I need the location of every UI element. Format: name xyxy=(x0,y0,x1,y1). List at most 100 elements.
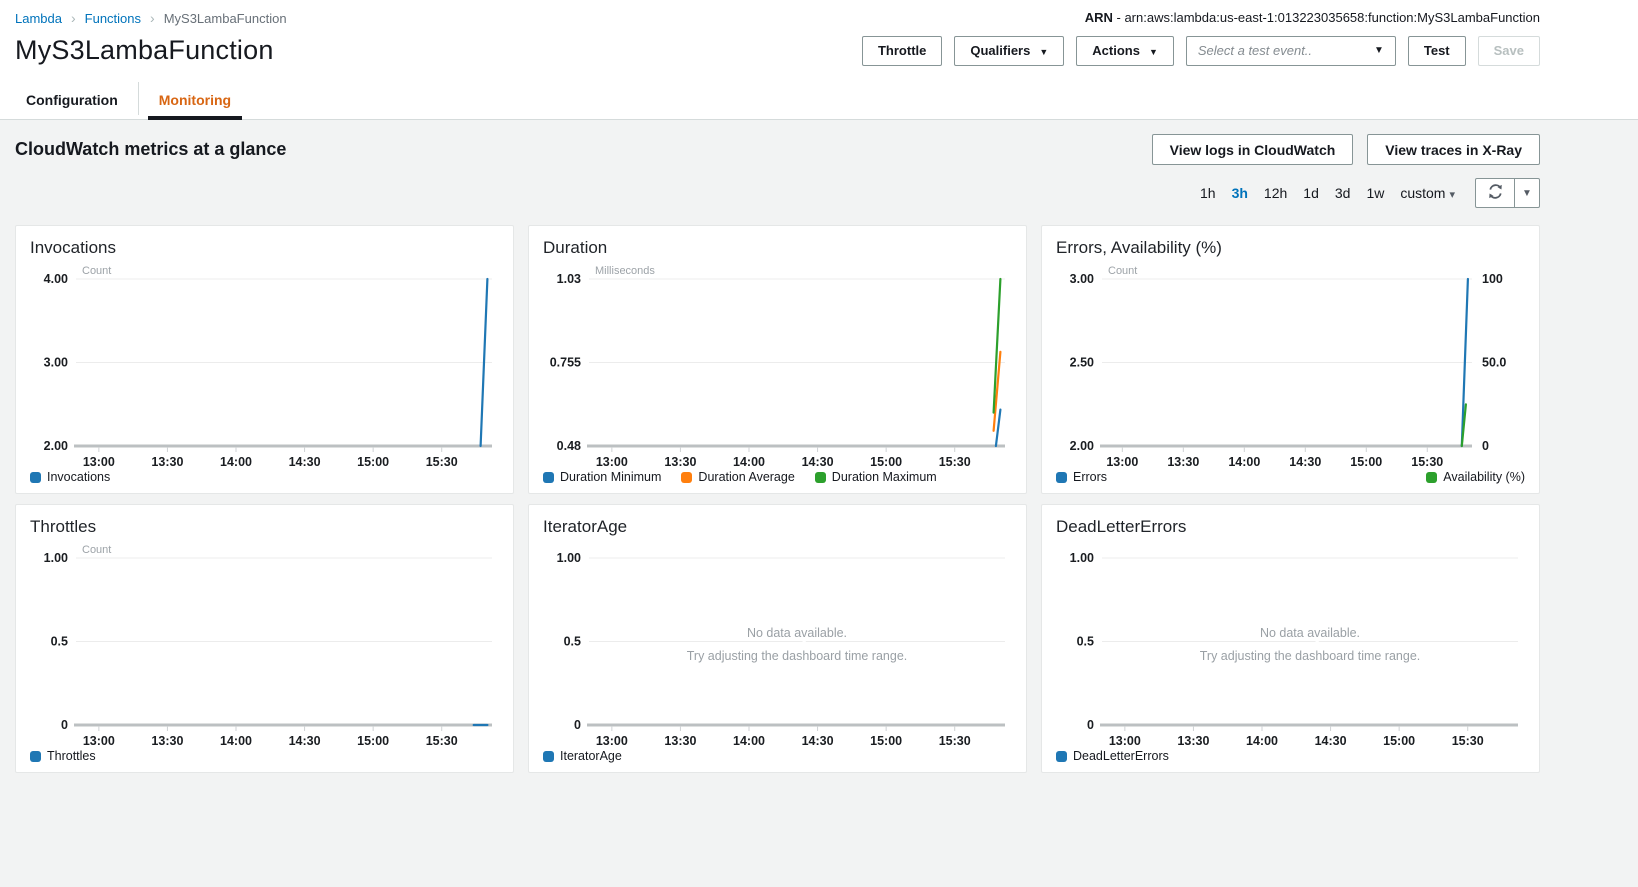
svg-text:0: 0 xyxy=(1482,439,1489,453)
svg-text:2.50: 2.50 xyxy=(1070,356,1094,370)
svg-text:15:00: 15:00 xyxy=(1383,734,1415,748)
tab-configuration[interactable]: Configuration xyxy=(15,80,129,119)
throttle-button[interactable]: Throttle xyxy=(861,35,943,66)
legend-label: Invocations xyxy=(47,470,111,484)
chart-legend: Throttles xyxy=(30,749,499,763)
svg-text:14:00: 14:00 xyxy=(733,734,765,748)
legend-duration-maximum[interactable]: Duration Maximum xyxy=(814,470,937,484)
svg-text:15:00: 15:00 xyxy=(357,734,389,748)
chart-plot-deadlettererrors: 1.00 0.5 0 13:00 13:30 14:00 14:30 15:00 15:30 No… xyxy=(1070,551,1518,748)
test-event-select[interactable]: Select a test event.. ▼ xyxy=(1185,35,1396,66)
svg-text:14:00: 14:00 xyxy=(1246,734,1278,748)
legend-iteratorage[interactable]: IteratorAge xyxy=(543,749,622,763)
chart-area: Count 3.00 2.50 2.00 100 50.0 0 13:00 13:30 14:00… xyxy=(1056,261,1525,469)
svg-text:1.00: 1.00 xyxy=(44,551,68,565)
legend-duration-average[interactable]: Duration Average xyxy=(681,470,795,484)
qualifiers-button[interactable]: Qualifiers ▼ xyxy=(954,35,1065,66)
time-range-3h[interactable]: 3h xyxy=(1231,185,1248,201)
svg-text:14:30: 14:30 xyxy=(802,455,834,469)
svg-text:15:30: 15:30 xyxy=(939,734,971,748)
svg-text:15:00: 15:00 xyxy=(870,734,902,748)
chevron-down-icon: ▼ xyxy=(1373,45,1384,56)
chart-legend: Errors Availability (%) xyxy=(1056,470,1525,484)
legend-duration-minimum[interactable]: Duration Minimum xyxy=(543,470,661,484)
blue-series-swatch-icon xyxy=(543,471,554,483)
time-range-1h[interactable]: 1h xyxy=(1200,185,1216,201)
save-button[interactable]: Save xyxy=(1477,35,1540,66)
actions-button[interactable]: Actions ▼ xyxy=(1076,35,1174,66)
chart-area: 1.00 0.5 0 13:00 13:30 14:00 14:30 15:00 15:30 No… xyxy=(1056,540,1525,748)
svg-text:1.00: 1.00 xyxy=(1070,551,1094,565)
chart-area: Milliseconds 1.03 0.755 0.48 13:00 13:30 14:00… xyxy=(543,261,1012,469)
legend-deadlettererrors[interactable]: DeadLetterErrors xyxy=(1056,749,1169,763)
legend-availability[interactable]: Availability (%) xyxy=(1426,470,1525,484)
svg-text:13:00: 13:00 xyxy=(596,455,628,469)
svg-text:14:30: 14:30 xyxy=(1289,455,1321,469)
breadcrumb-item-mys3lambafunction: MyS3LambaFunction xyxy=(163,11,287,26)
chart-plot-invocations: Count 4.00 3.00 2.00 13:00 13:30 14:00 14:30 15:… xyxy=(44,265,492,469)
metric-card-invocations: Invocations Count 4.00 3.00 2.00 13:00 13:30 14… xyxy=(15,225,514,494)
legend-label: Duration Maximum xyxy=(831,470,937,484)
svg-text:3.00: 3.00 xyxy=(1070,272,1094,286)
view-traces-button[interactable]: View traces in X-Ray xyxy=(1367,134,1540,165)
tab-label: Monitoring xyxy=(158,91,232,108)
refresh-button[interactable] xyxy=(1475,178,1515,208)
metric-card-duration: Duration Milliseconds 1.03 0.755 0.48 13:00 13… xyxy=(528,225,1027,494)
breadcrumb-item-lambda[interactable]: Lambda xyxy=(15,11,62,26)
chart-title: IteratorAge xyxy=(543,517,628,536)
function-arn: ARN - arn:aws:lambda:us-east-1:013223035… xyxy=(1085,10,1540,25)
time-range-12h[interactable]: 12h xyxy=(1263,185,1288,201)
lambda-console-page: Lambda › Functions › MyS3LambaFunction ARN -… xyxy=(0,0,1638,773)
legend-errors[interactable]: Errors xyxy=(1056,470,1107,484)
orange-series-swatch-icon xyxy=(681,471,693,483)
metric-card-throttles: Throttles Count 1.00 0.5 0 13:00 13:30 14:00 14:… xyxy=(15,504,514,773)
legend-invocations[interactable]: Invocations xyxy=(30,470,110,484)
blue-series-swatch-icon xyxy=(30,750,41,762)
legend-label: Errors xyxy=(1073,470,1108,484)
time-range-selector: 1h 3h 12h 1d 3d 1w custom ▾ xyxy=(1200,185,1455,201)
breadcrumb-item-functions[interactable]: Functions xyxy=(84,11,142,26)
chart-title: Throttles xyxy=(30,517,97,536)
svg-text:Milliseconds: Milliseconds xyxy=(595,265,655,277)
time-range-3d[interactable]: 3d xyxy=(1334,185,1351,201)
blue-series-swatch-icon xyxy=(1056,471,1067,483)
chevron-down-icon: ▼ xyxy=(1148,46,1158,57)
test-button[interactable]: Test xyxy=(1407,35,1466,66)
blue-series-swatch-icon xyxy=(30,471,41,483)
svg-text:15:30: 15:30 xyxy=(939,455,971,469)
refresh-icon xyxy=(1487,183,1504,203)
svg-text:0: 0 xyxy=(574,718,581,732)
blue-series-swatch-icon xyxy=(543,750,554,762)
svg-text:13:30: 13:30 xyxy=(151,455,183,469)
svg-text:15:30: 15:30 xyxy=(426,455,458,469)
header: Lambda › Functions › MyS3LambaFunction ARN -… xyxy=(0,0,1638,120)
time-range-custom[interactable]: custom ▾ xyxy=(1400,185,1455,201)
tab-divider xyxy=(137,82,139,115)
svg-text:0.5: 0.5 xyxy=(1077,635,1094,649)
tab-monitoring[interactable]: Monitoring xyxy=(147,80,243,120)
breadcrumb: Lambda › Functions › MyS3LambaFunction xyxy=(15,10,287,26)
svg-text:13:30: 13:30 xyxy=(151,734,183,748)
svg-text:13:30: 13:30 xyxy=(664,455,696,469)
svg-text:2.00: 2.00 xyxy=(1070,439,1094,453)
refresh-options-button[interactable]: ▼ xyxy=(1515,178,1540,208)
chart-title: Errors, Availability (%) xyxy=(1056,238,1222,257)
time-range-1w[interactable]: 1w xyxy=(1366,185,1385,201)
legend-throttles[interactable]: Throttles xyxy=(30,749,96,763)
svg-text:13:30: 13:30 xyxy=(1177,734,1209,748)
legend-label: Availability (%) xyxy=(1443,470,1525,484)
svg-text:13:00: 13:00 xyxy=(1109,734,1141,748)
legend-label: DeadLetterErrors xyxy=(1073,749,1169,763)
svg-text:0.5: 0.5 xyxy=(564,635,581,649)
chart-title: Duration xyxy=(543,238,608,257)
svg-text:0: 0 xyxy=(61,718,68,732)
test-event-placeholder: Select a test event.. xyxy=(1197,43,1313,58)
time-range-1d[interactable]: 1d xyxy=(1303,185,1319,201)
blue-series-swatch-icon xyxy=(1056,750,1067,762)
chart-area: 1.00 0.5 0 13:00 13:30 14:00 14:30 15:00 15:30 No… xyxy=(543,540,1012,748)
section-title: CloudWatch metrics at a glance xyxy=(15,139,287,159)
breadcrumb-chevron-icon: › xyxy=(70,10,76,26)
svg-text:15:00: 15:00 xyxy=(870,455,902,469)
svg-text:0.5: 0.5 xyxy=(51,635,68,649)
view-logs-button[interactable]: View logs in CloudWatch xyxy=(1151,134,1354,165)
